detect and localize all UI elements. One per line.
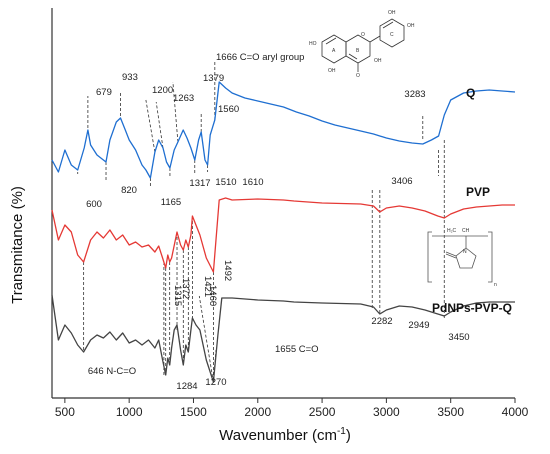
guide-line — [198, 295, 214, 383]
x-tick-label: 3000 — [373, 405, 400, 419]
structure-label-oh-4: OH — [328, 68, 336, 74]
x-tick-label: 1500 — [180, 405, 207, 419]
x-ticks: 500 1000 1500 2000 2500 3000 3500 4000 — [55, 398, 529, 419]
series-label-pvp: PVP — [466, 185, 490, 199]
pvp-structure-subscript: n — [494, 282, 497, 288]
series-line-0 — [51, 81, 516, 179]
peak-label: 1560 — [218, 104, 239, 115]
peak-label: 3406 — [391, 176, 412, 187]
peak-label: 1421 — [202, 276, 213, 297]
pvp-structure — [427, 231, 493, 283]
structure-label-oh-2: OH — [407, 23, 415, 29]
guide-line — [172, 81, 179, 143]
guide-line — [155, 101, 164, 149]
structure-label-o-ring: O — [361, 32, 365, 38]
peak-label: 3450 — [448, 332, 469, 343]
pvp-group-ch: CH — [462, 228, 470, 234]
peak-label: 933 — [122, 72, 138, 83]
x-tick-label: 2000 — [244, 405, 271, 419]
guide-line — [145, 99, 156, 153]
x-tick-label: 3500 — [437, 405, 464, 419]
peak-label: 1372 — [180, 278, 191, 299]
structure-label-ho: HO — [309, 41, 317, 47]
peak-label: 679 — [96, 87, 112, 98]
structure-label-c: C — [390, 32, 394, 38]
peak-label: 600 — [86, 199, 102, 210]
peak-label: 1655 C=O — [275, 344, 319, 355]
structure-label-o-keto: O — [356, 73, 360, 79]
peak-label: 820 — [121, 185, 137, 196]
series-line-1 — [51, 197, 515, 273]
series-lines — [51, 81, 516, 383]
peak-label: 1315 — [172, 285, 183, 306]
peak-label: 2949 — [408, 320, 429, 331]
structure-label-oh-3: OH — [374, 58, 382, 64]
x-axis-label-close: ) — [346, 427, 351, 444]
structure-label-b: B — [356, 48, 360, 54]
peak-label: 1610 — [242, 177, 263, 188]
x-axis-label-base: Wavenumber (cm — [219, 427, 337, 444]
x-axis-label-sup: -1 — [337, 426, 346, 437]
series-label-q: Q — [466, 86, 475, 100]
peak-label: 1263 — [173, 93, 194, 104]
quercetin-structure — [321, 18, 405, 72]
x-tick-label: 500 — [55, 405, 75, 419]
pvp-structure-n: N — [463, 249, 467, 255]
x-tick-label: 2500 — [309, 405, 336, 419]
peak-label: 3283 — [404, 89, 425, 100]
peak-label: 1270 — [205, 377, 226, 388]
x-tick-label: 1000 — [116, 405, 143, 419]
x-tick-label: 4000 — [502, 405, 529, 419]
series-line-2 — [51, 294, 515, 383]
peak-label: 1666 C=O aryl group — [216, 52, 304, 63]
peak-label: 1492 — [222, 260, 233, 281]
peak-label: 1510 — [215, 177, 236, 188]
x-axis-label: Wavenumber (cm-1) — [219, 426, 351, 444]
peak-label: 1284 — [176, 381, 197, 392]
series-label-pdnps: PdNPs-PVP-Q — [432, 301, 512, 315]
annotation-guides — [77, 62, 445, 383]
structure-label-oh-1: OH — [388, 10, 396, 16]
peak-label: 1317 — [189, 178, 210, 189]
peak-label: 1200 — [152, 85, 173, 96]
peak-label: 1379 — [203, 73, 224, 84]
peak-label: 1165 — [161, 197, 181, 208]
peak-label: 2282 — [371, 316, 392, 327]
structure-label-a: A — [332, 48, 336, 54]
peak-label: 646 N-C=O — [88, 366, 136, 377]
peak-label: 1460 — [207, 285, 218, 306]
y-axis-label: Transmitance (%) — [9, 186, 26, 304]
pvp-group-ch2: H₂C — [447, 228, 457, 234]
